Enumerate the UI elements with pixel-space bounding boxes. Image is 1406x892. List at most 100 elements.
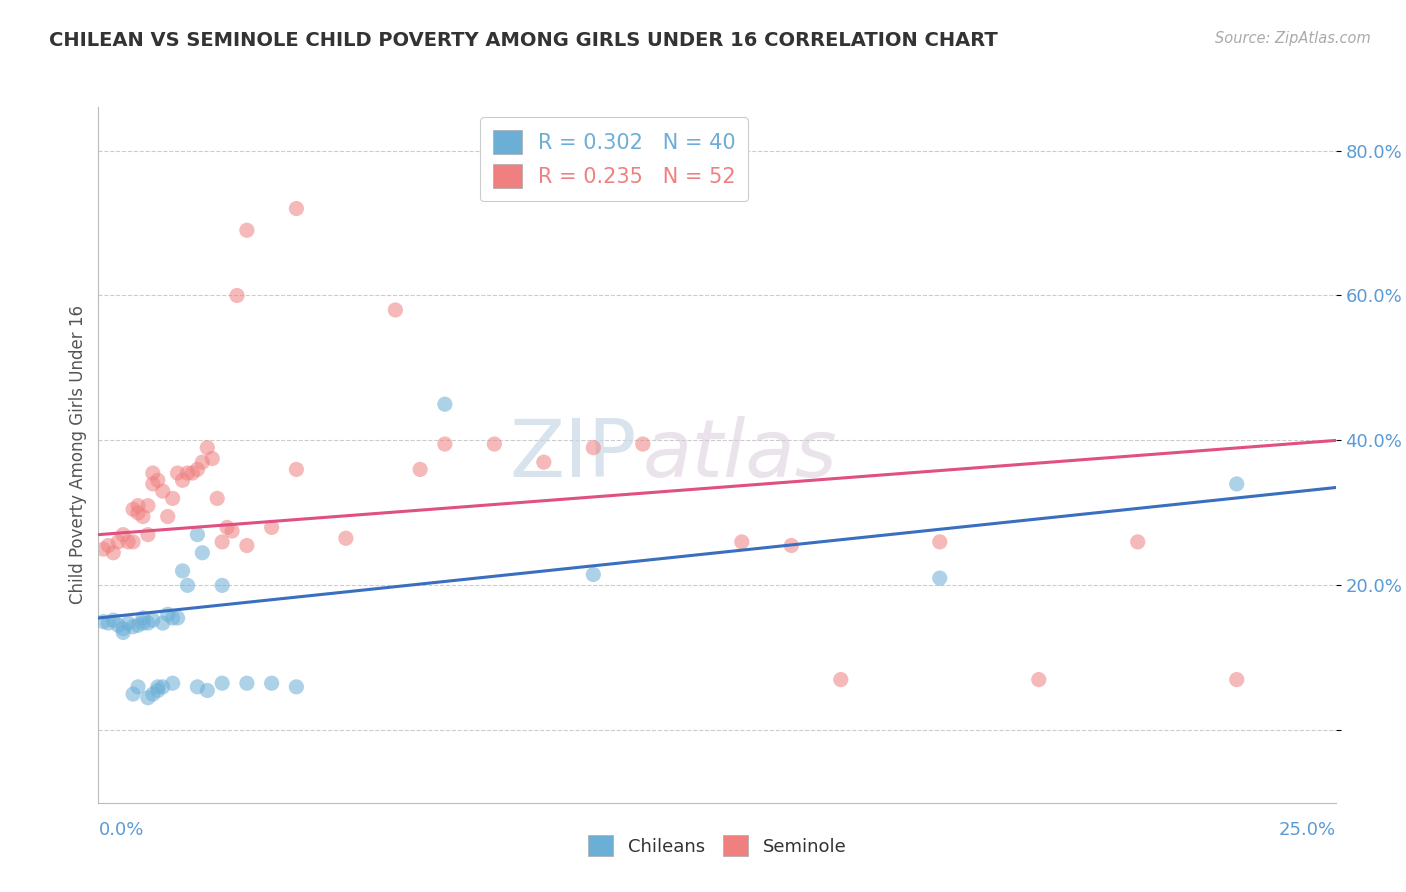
Point — [142, 476, 165, 491]
Point — [162, 611, 184, 625]
Point — [97, 615, 120, 630]
Point — [112, 527, 135, 541]
Point — [335, 531, 357, 545]
Point — [93, 615, 115, 629]
Point — [117, 534, 139, 549]
Point — [582, 567, 605, 582]
Point — [152, 615, 174, 630]
Point — [186, 680, 208, 694]
Text: ZIP: ZIP — [509, 416, 637, 494]
Point — [433, 397, 456, 411]
Point — [146, 683, 169, 698]
Point — [172, 473, 194, 487]
Point — [186, 527, 208, 541]
Point — [221, 524, 243, 538]
Point — [780, 539, 803, 553]
Legend: Chileans, Seminole: Chileans, Seminole — [581, 828, 853, 863]
Point — [236, 539, 259, 553]
Point — [285, 462, 308, 476]
Point — [127, 680, 149, 694]
Point — [142, 613, 165, 627]
Point — [830, 673, 852, 687]
Point — [122, 534, 145, 549]
Point — [132, 615, 155, 630]
Text: atlas: atlas — [643, 416, 838, 494]
Point — [195, 683, 218, 698]
Point — [146, 680, 169, 694]
Point — [186, 462, 208, 476]
Point — [103, 546, 125, 560]
Point — [156, 607, 179, 622]
Y-axis label: Child Poverty Among Girls Under 16: Child Poverty Among Girls Under 16 — [69, 305, 87, 605]
Point — [127, 506, 149, 520]
Point — [166, 611, 188, 625]
Point — [166, 466, 188, 480]
Point — [409, 462, 432, 476]
Point — [433, 437, 456, 451]
Point — [103, 613, 125, 627]
Point — [260, 520, 283, 534]
Text: 25.0%: 25.0% — [1278, 821, 1336, 838]
Point — [195, 441, 218, 455]
Point — [1028, 673, 1050, 687]
Point — [142, 466, 165, 480]
Point — [156, 509, 179, 524]
Text: Source: ZipAtlas.com: Source: ZipAtlas.com — [1215, 31, 1371, 46]
Point — [582, 441, 605, 455]
Text: CHILEAN VS SEMINOLE CHILD POVERTY AMONG GIRLS UNDER 16 CORRELATION CHART: CHILEAN VS SEMINOLE CHILD POVERTY AMONG … — [49, 31, 998, 50]
Point — [93, 542, 115, 557]
Point — [162, 676, 184, 690]
Point — [136, 527, 159, 541]
Point — [152, 680, 174, 694]
Point — [211, 534, 233, 549]
Point — [176, 466, 198, 480]
Text: 0.0%: 0.0% — [98, 821, 143, 838]
Point — [1226, 476, 1249, 491]
Point — [236, 676, 259, 690]
Point — [97, 539, 120, 553]
Point — [127, 618, 149, 632]
Point — [136, 690, 159, 705]
Point — [211, 578, 233, 592]
Point — [136, 615, 159, 630]
Point — [132, 611, 155, 625]
Point — [533, 455, 555, 469]
Point — [205, 491, 228, 506]
Point — [484, 437, 506, 451]
Point — [122, 502, 145, 516]
Point — [176, 578, 198, 592]
Point — [136, 499, 159, 513]
Point — [181, 466, 204, 480]
Point — [631, 437, 654, 451]
Point — [107, 534, 129, 549]
Point — [211, 676, 233, 690]
Point — [226, 288, 249, 302]
Point — [191, 455, 214, 469]
Point — [1126, 534, 1149, 549]
Point — [112, 622, 135, 636]
Point — [132, 509, 155, 524]
Point — [236, 223, 259, 237]
Point — [928, 571, 950, 585]
Point — [1226, 673, 1249, 687]
Point — [152, 484, 174, 499]
Point — [122, 620, 145, 634]
Point — [928, 534, 950, 549]
Point — [191, 546, 214, 560]
Point — [285, 202, 308, 216]
Point — [260, 676, 283, 690]
Point — [112, 625, 135, 640]
Point — [127, 499, 149, 513]
Point — [384, 303, 406, 318]
Point — [107, 618, 129, 632]
Point — [201, 451, 224, 466]
Point — [142, 687, 165, 701]
Point — [117, 615, 139, 630]
Point — [285, 680, 308, 694]
Point — [146, 473, 169, 487]
Point — [122, 687, 145, 701]
Point — [731, 534, 754, 549]
Point — [162, 491, 184, 506]
Point — [172, 564, 194, 578]
Point — [217, 520, 239, 534]
